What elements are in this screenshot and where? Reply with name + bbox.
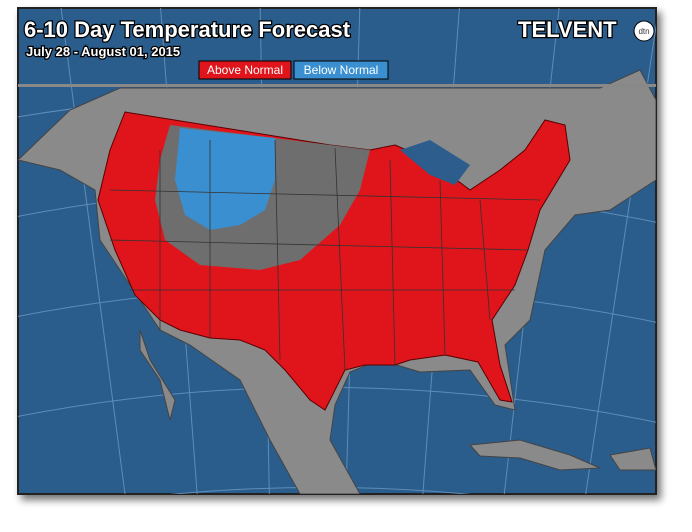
logo: TELVENT — [518, 17, 617, 42]
state-borders — [109, 139, 541, 371]
legend-label: Above Normal — [207, 63, 283, 77]
great-lakes — [400, 140, 470, 185]
header-line — [18, 84, 656, 87]
legend-swatch — [198, 60, 292, 80]
cuba — [468, 439, 601, 471]
title: 6-10 Day Temperature Forecast — [24, 17, 351, 42]
baja — [139, 329, 176, 421]
below-normal-area — [175, 128, 275, 230]
hispaniola — [609, 447, 656, 471]
logo-badge-text: dtn — [638, 27, 649, 36]
legend-label: Below Normal — [304, 63, 379, 77]
subtitle: July 28 - August 01, 2015 — [26, 44, 180, 59]
logo-badge — [633, 20, 655, 42]
legend-swatch — [293, 60, 389, 80]
